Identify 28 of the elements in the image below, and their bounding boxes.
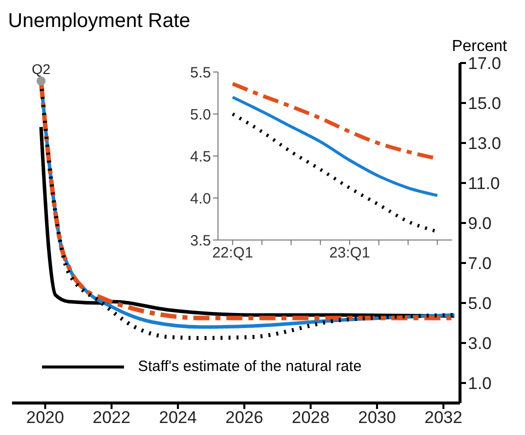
x-tick-label: 23:Q1	[329, 244, 370, 262]
x-tick-label: 2026	[225, 408, 264, 428]
y-tick-label: 17.0	[468, 54, 502, 74]
y-tick-label: 13.0	[468, 134, 502, 154]
y-tick-label: 3.0	[468, 334, 492, 354]
y-tick-label: 1.0	[468, 374, 492, 394]
y-tick-label: 4.0	[190, 190, 211, 208]
x-tick-label: 2030	[358, 408, 396, 428]
y-tick-label: 5.0	[190, 106, 211, 124]
annotation: Q2	[32, 61, 51, 77]
line-series	[231, 96, 439, 197]
y-tick-label: 7.0	[468, 254, 492, 274]
y-tick-label: 9.0	[468, 214, 492, 234]
y-tick-label: 15.0	[468, 94, 502, 114]
x-tick-label: 22:Q1	[212, 244, 254, 262]
x-tick-label: 2032	[424, 408, 462, 428]
y-axis-title: Percent	[452, 38, 507, 56]
text: Staff's estimate of the natural rate	[138, 358, 362, 375]
y-tick-label: 5.5	[190, 64, 211, 82]
y-tick-label: 5.0	[468, 294, 492, 314]
x-tick-label: 2022	[92, 408, 130, 428]
y-tick-label: 11.0	[468, 174, 500, 194]
x-tick-label: 2024	[159, 408, 197, 428]
chart-title: Unemployment Rate	[8, 10, 190, 33]
y-tick-label: 3.5	[190, 232, 211, 250]
x-tick-label: 2020	[26, 408, 64, 428]
x-tick-label: 2028	[292, 408, 330, 428]
y-tick-label: 4.5	[190, 148, 211, 166]
